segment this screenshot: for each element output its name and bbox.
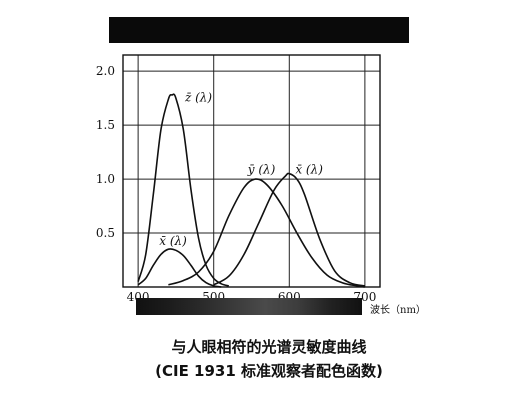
y-tick-label: 2.0: [96, 64, 115, 78]
caption-line-2: (CIE 1931 标准观察者配色函数): [155, 362, 383, 380]
x-axis-unit-label: 波长（nm）: [370, 303, 426, 316]
title-redaction-box: [109, 17, 409, 43]
curves: [137, 93, 366, 288]
y-tick-label: 1.5: [96, 118, 115, 132]
curve-label-1: x̄ (λ): [159, 234, 187, 248]
series-line-3: [213, 172, 366, 287]
series-line-2: [168, 178, 366, 288]
plot-frame: [122, 54, 381, 288]
curve-label-2: ȳ (λ): [247, 163, 276, 177]
curve-label-0: z̄ (λ): [184, 90, 212, 104]
grid: [123, 55, 380, 287]
axes: [122, 54, 381, 288]
curve-labels: z̄ (λ) x̄ (λ) ȳ (λ) x̄ (λ): [159, 90, 323, 248]
y-tick-label: 0.5: [96, 226, 115, 240]
caption-line-1: 与人眼相符的光谱灵敏度曲线: [171, 338, 367, 356]
series-line-1: [137, 248, 222, 288]
curve-label-3: x̄ (λ): [295, 163, 323, 177]
series-line-0: [137, 93, 229, 287]
spectrum-band: [136, 298, 362, 315]
y-tick-label: 1.0: [96, 172, 115, 186]
